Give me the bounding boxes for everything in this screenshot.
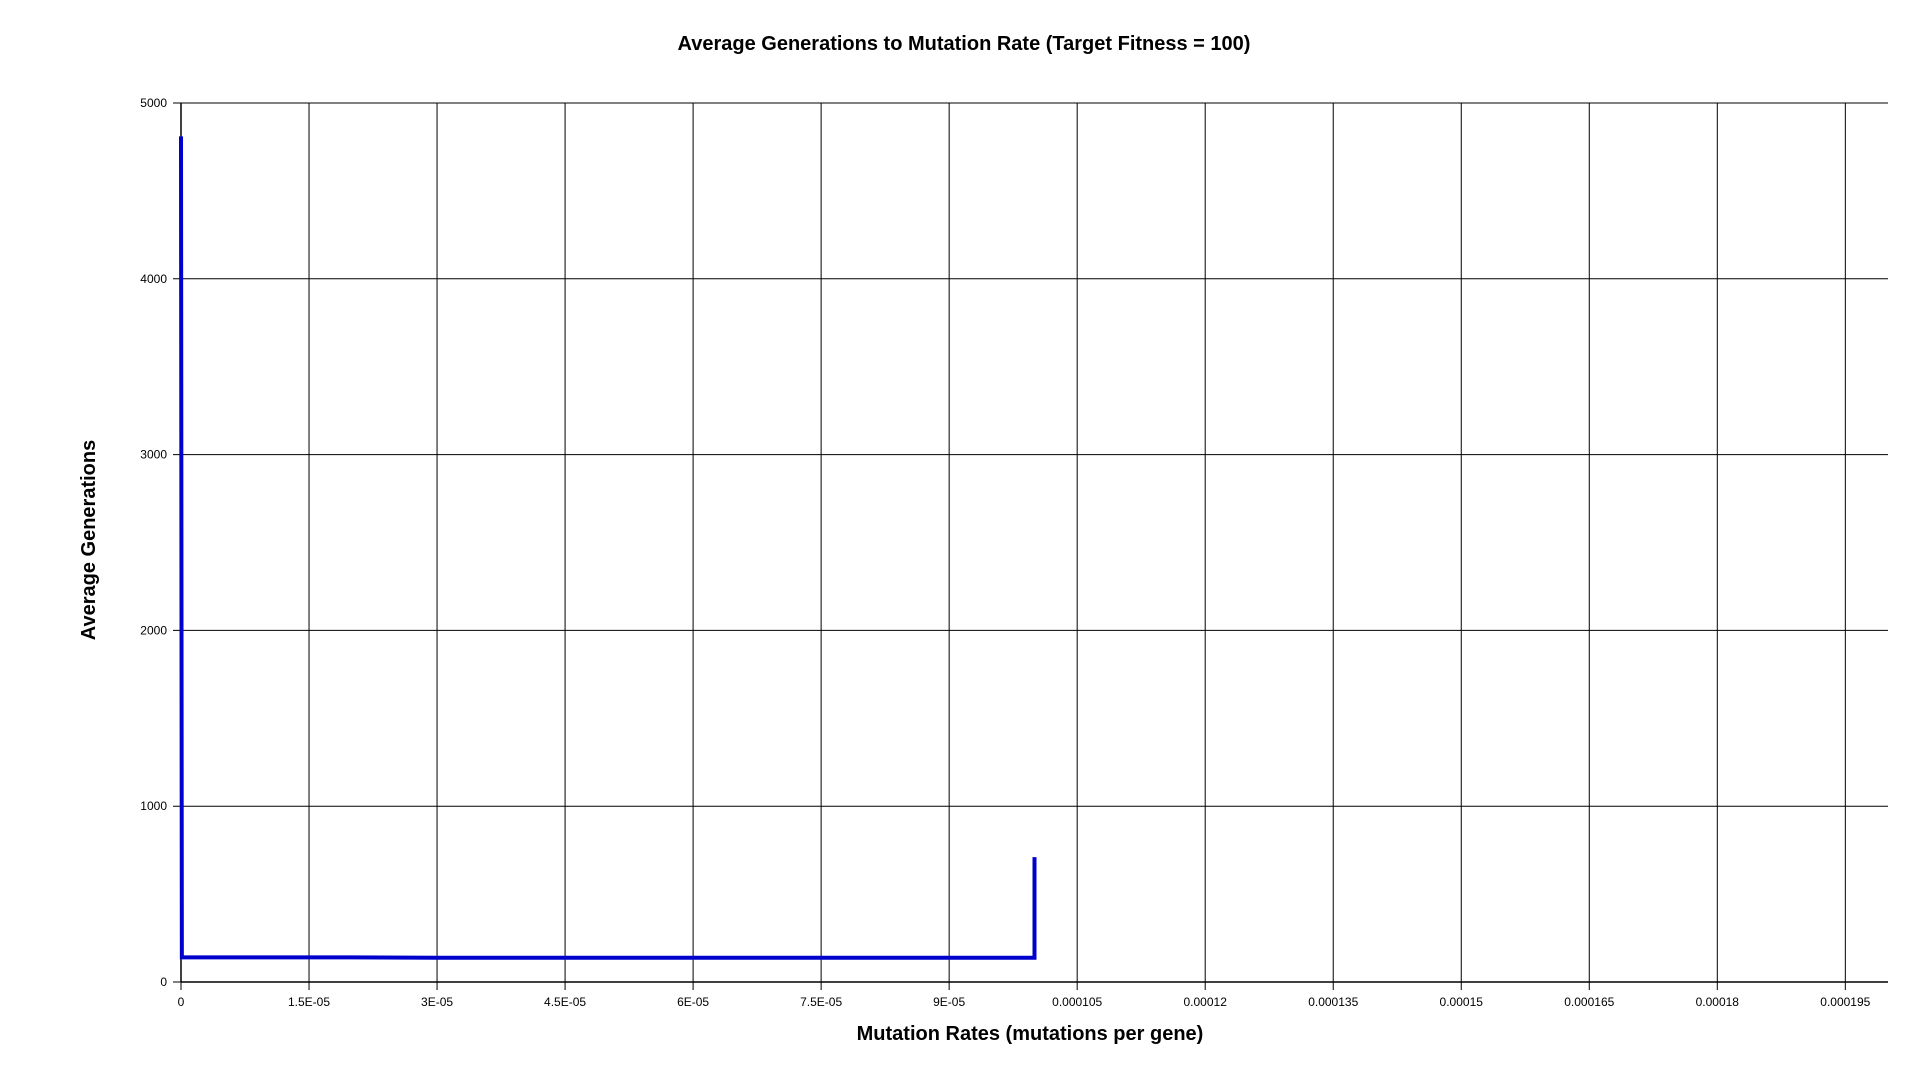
x-tick-label: 0.00018 (1696, 995, 1740, 1009)
x-tick-label: 1.5E-05 (288, 995, 330, 1009)
y-tick-label: 5000 (140, 96, 167, 110)
y-tick-label: 3000 (140, 448, 167, 462)
x-axis-label: Mutation Rates (mutations per gene) (857, 1023, 1204, 1045)
chart-title: Average Generations to Mutation Rate (Ta… (678, 33, 1251, 55)
y-tick-label: 2000 (140, 623, 167, 637)
x-tick-label: 0.000165 (1564, 995, 1614, 1009)
x-tick-label: 0.000195 (1820, 995, 1870, 1009)
x-tick-label: 0 (178, 995, 185, 1009)
y-tick-label: 0 (160, 975, 167, 989)
x-tick-label: 7.5E-05 (800, 995, 842, 1009)
x-tick-label: 3E-05 (421, 995, 453, 1009)
x-tick-label: 6E-05 (677, 995, 709, 1009)
y-tick-label: 4000 (140, 272, 167, 286)
x-tick-label: 0.00015 (1440, 995, 1484, 1009)
x-tick-label: 0.000105 (1052, 995, 1102, 1009)
x-tick-label: 9E-05 (933, 995, 965, 1009)
y-tick-label: 1000 (140, 799, 167, 813)
x-tick-label: 0.00012 (1184, 995, 1228, 1009)
x-tick-label: 4.5E-05 (544, 995, 586, 1009)
y-axis-label: Average Generations (78, 440, 100, 640)
x-tick-label: 0.000135 (1308, 995, 1358, 1009)
